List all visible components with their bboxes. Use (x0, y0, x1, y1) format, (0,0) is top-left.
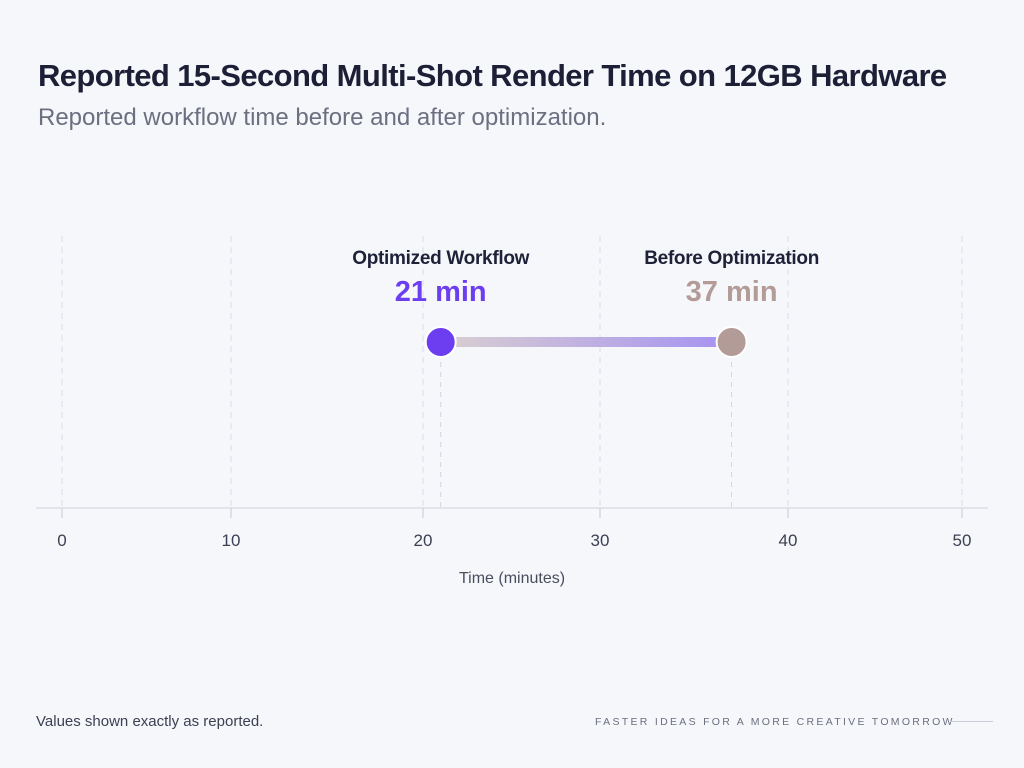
footnote: Values shown exactly as reported. (36, 713, 264, 730)
before-dot (715, 326, 748, 358)
tick-label: 50 (953, 531, 972, 550)
gridlines (61, 236, 963, 508)
after-value-label: 21 min (395, 276, 487, 308)
tick-label: 20 (414, 531, 433, 550)
tick-label: 30 (591, 531, 610, 550)
x-axis-ticks: 0 10 20 30 40 50 (57, 508, 971, 550)
tagline: FASTER IDEAS FOR A MORE CREATIVE TOMORRO… (595, 716, 955, 728)
after-label: Optimized Workflow (352, 248, 529, 269)
x-axis-label: Time (minutes) (459, 570, 565, 587)
tick-label: 0 (57, 531, 66, 550)
chart-title: Reported 15-Second Multi-Shot Render Tim… (38, 58, 947, 93)
tick-label: 10 (222, 531, 241, 550)
tick-label: 40 (779, 531, 798, 550)
tagline-rule (950, 721, 993, 722)
after-dot (424, 326, 457, 358)
before-value-label: 37 min (686, 276, 778, 308)
chart-marks: Before Optimization 37 min Optimized Workf… (352, 248, 819, 508)
before-label: Before Optimization (644, 248, 819, 269)
chart-subtitle: Reported workflow time before and after … (38, 104, 607, 131)
dumbbell-connector (440, 337, 732, 347)
